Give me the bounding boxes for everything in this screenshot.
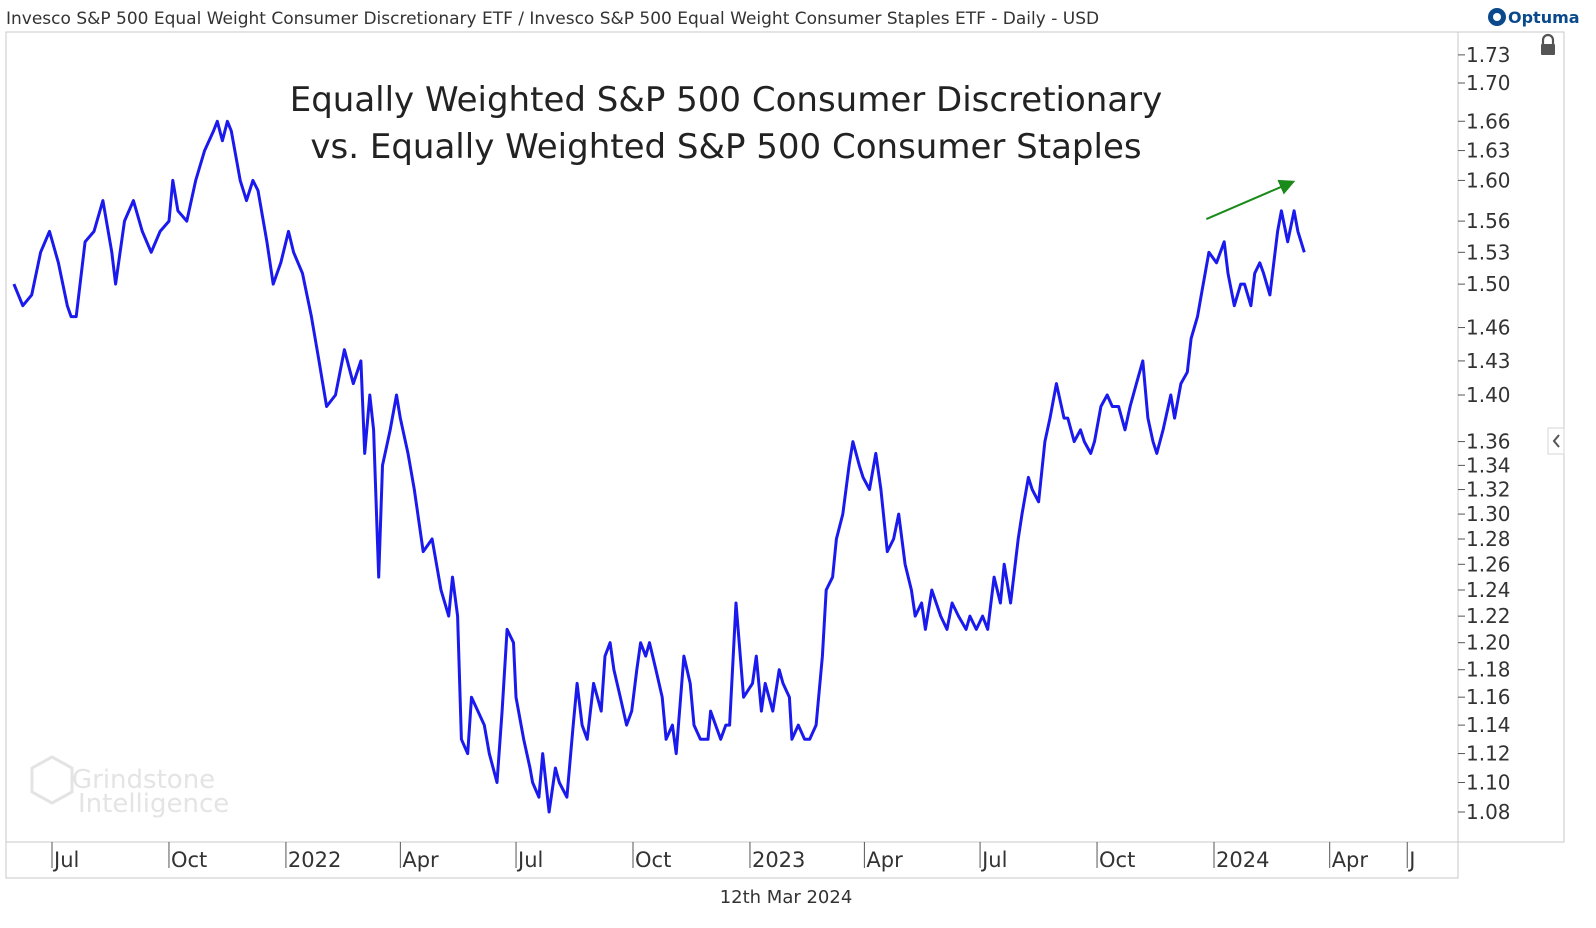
brand-name: Optuma	[1508, 8, 1580, 27]
y-tick-label: 1.10	[1466, 771, 1511, 795]
y-tick-label: 1.53	[1466, 240, 1511, 264]
instrument-header: Invesco S&P 500 Equal Weight Consumer Di…	[6, 9, 1099, 29]
trend-arrow	[1205, 179, 1296, 220]
chart-title: Equally Weighted S&P 500 Consumer Discre…	[290, 80, 1163, 120]
y-tick-label: 1.18	[1466, 658, 1511, 682]
x-tick-label: Apr	[402, 848, 439, 872]
y-tick-label: 1.12	[1466, 742, 1511, 766]
y-tick-label: 1.63	[1466, 139, 1511, 163]
y-tick-label: 1.70	[1466, 71, 1511, 95]
series-line	[12, 119, 1306, 814]
lock-icon	[1541, 44, 1555, 55]
y-tick-label: 1.16	[1466, 685, 1511, 709]
brand-logo: Optuma	[1488, 8, 1580, 27]
x-axis-band[interactable]	[5, 841, 1459, 879]
y-tick-label: 1.43	[1466, 349, 1511, 373]
y-axis: 1.08 1.10 1.12 1.14 1.16 1.18 1.20 1.221.241.26…	[1458, 43, 1511, 824]
watermark-line1: Grindstone	[72, 765, 215, 795]
watermark: Grindstone Intelligence	[30, 755, 229, 819]
x-tick-label: 2022	[288, 848, 341, 872]
optuma-logo-icon-inner	[1493, 13, 1501, 21]
annotation-layer	[1205, 179, 1296, 220]
y-tick-label: 1.34	[1466, 453, 1511, 477]
x-tick-label: Apr	[1332, 848, 1369, 872]
lock-button[interactable]	[1538, 33, 1560, 58]
y-tick-label: 1.56	[1466, 209, 1511, 233]
y-tick-label: 1.22	[1466, 604, 1511, 628]
collapse-panel-bg[interactable]	[1547, 427, 1565, 455]
chevron-left-icon	[1552, 434, 1560, 448]
x-tick-label: Oct	[635, 848, 671, 872]
x-tick-label: J	[1407, 848, 1415, 872]
x-tick-label: 2023	[752, 848, 805, 872]
chart-subtitle: vs. Equally Weighted S&P 500 Consumer St…	[310, 127, 1141, 167]
watermark-line2: Intelligence	[78, 789, 229, 819]
y-tick-label: 1.36	[1466, 430, 1511, 454]
y-tick-label: 1.20	[1466, 631, 1511, 655]
y-tick-label: 1.28	[1466, 527, 1511, 551]
x-tick-label: Apr	[866, 848, 903, 872]
series-layer	[12, 119, 1306, 814]
x-tick-label: Oct	[171, 848, 207, 872]
y-tick-label: 1.32	[1466, 478, 1511, 502]
y-tick-label: 1.40	[1466, 383, 1511, 407]
y-tick-label: 1.66	[1466, 109, 1511, 133]
y-tick-label: 1.14	[1466, 713, 1511, 737]
y-tick-label: 1.73	[1466, 43, 1511, 67]
y-tick-label: 1.26	[1466, 552, 1511, 576]
y-tick-label: 1.46	[1466, 316, 1511, 340]
x-tick-label: Oct	[1099, 848, 1135, 872]
y-tick-label: 1.60	[1466, 168, 1511, 192]
y-tick-label: 1.08	[1466, 800, 1511, 824]
y-tick-label: 1.24	[1466, 578, 1511, 602]
x-axis: Jul Oct 2022 Apr Jul Oct 2023 Apr Jul Oct 2024 Apr J	[51, 842, 1415, 872]
footer-date: 12th Mar 2024	[720, 887, 853, 908]
x-tick-label: Jul	[980, 848, 1007, 872]
y-tick-label: 1.30	[1466, 502, 1511, 526]
x-tick-label: Jul	[52, 848, 79, 872]
collapse-panel-button[interactable]	[1547, 427, 1565, 455]
watermark-hex-icon	[30, 755, 74, 805]
x-tick-label: 2024	[1216, 848, 1269, 872]
y-tick-label: 1.50	[1466, 272, 1511, 296]
lock-icon-shackle	[1541, 33, 1555, 44]
x-tick-label: Jul	[516, 848, 543, 872]
